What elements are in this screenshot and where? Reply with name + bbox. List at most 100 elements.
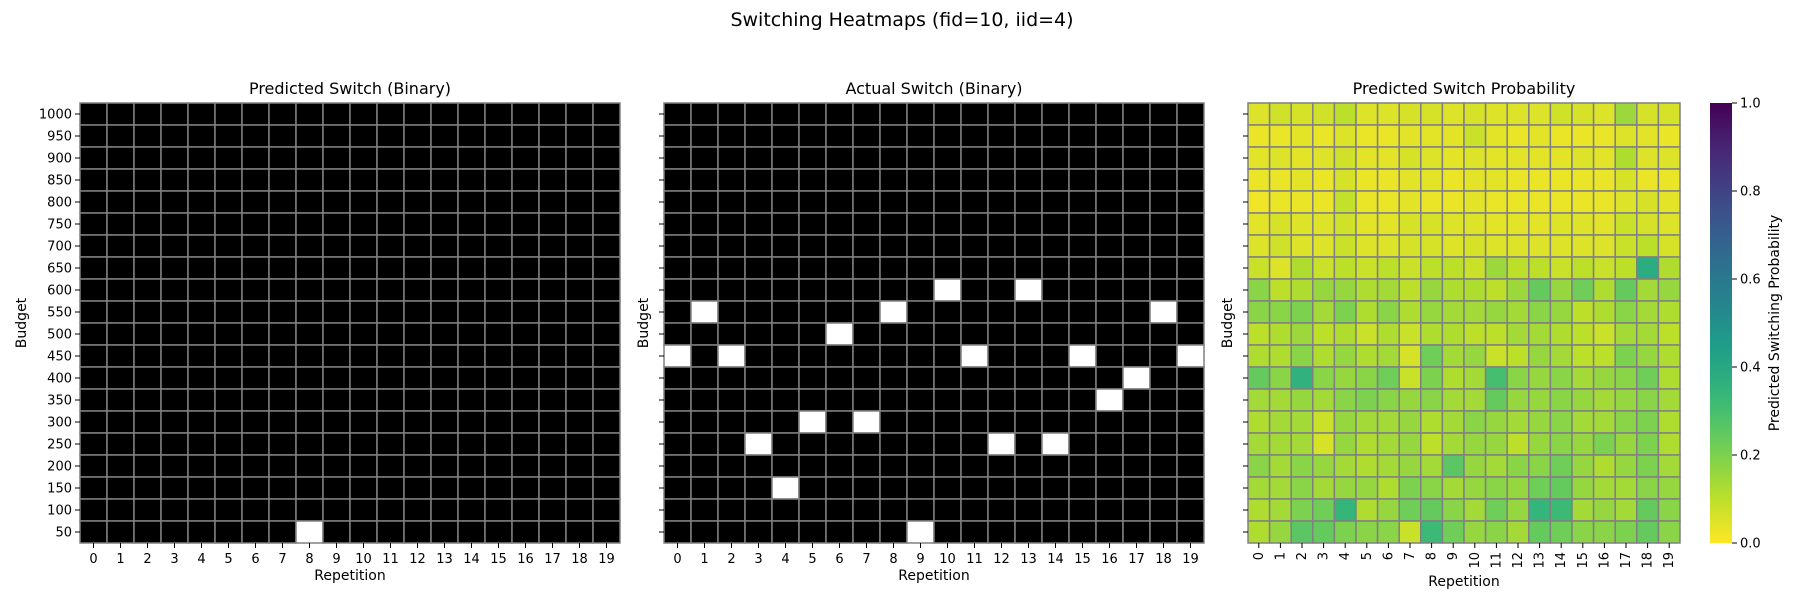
heatmap-cell: [852, 322, 881, 346]
heatmap-cell: [1355, 212, 1379, 236]
heatmap-cell: [906, 498, 935, 522]
heatmap-cell: [1592, 146, 1616, 170]
heatmap-cell: [1333, 300, 1357, 324]
heatmap-cell: [1506, 476, 1530, 500]
heatmap-cell: [663, 102, 692, 126]
heatmap-cell: [798, 520, 827, 544]
heatmap-cell: [187, 212, 216, 236]
heatmap-cell: [987, 168, 1016, 192]
heatmap-cell: [663, 410, 692, 434]
heatmap-cell: [1290, 300, 1314, 324]
heatmap-cell: [106, 278, 135, 302]
heatmap-cell: [1149, 322, 1178, 346]
heatmap-cell: [133, 256, 162, 280]
heatmap-cell: [798, 124, 827, 148]
heatmap-cell: [457, 168, 486, 192]
heatmap-cell: [241, 520, 270, 544]
heatmap-cell: [1041, 344, 1070, 368]
heatmap-cell: [1441, 278, 1465, 302]
heatmap-cell: [906, 278, 935, 302]
heatmap-cell: [106, 102, 135, 126]
heatmap-cell: [268, 454, 297, 478]
heatmap-cell: [933, 410, 962, 434]
x-tick-label: 13: [1533, 552, 1548, 569]
x-tick-label: 0: [673, 552, 681, 567]
heatmap-cell: [457, 146, 486, 170]
heatmap-cell: [1549, 344, 1573, 368]
heatmap-cell: [1398, 124, 1422, 148]
heatmap-cell: [1095, 432, 1124, 456]
heatmap-cell: [852, 366, 881, 390]
heatmap-cell: [133, 344, 162, 368]
heatmap-cell: [1068, 432, 1097, 456]
heatmap-cell: [457, 454, 486, 478]
heatmap-cell: [1484, 124, 1508, 148]
heatmap-cell: [1122, 454, 1151, 478]
heatmap-cell: [717, 234, 746, 258]
heatmap-cell: [717, 432, 746, 456]
heatmap-cell: [1528, 366, 1552, 390]
heatmap-cell: [79, 300, 108, 324]
heatmap-cell: [241, 278, 270, 302]
heatmap-cell: [1014, 102, 1043, 126]
heatmap-cell: [1549, 410, 1573, 434]
heatmap-cell: [1247, 366, 1271, 390]
x-tick-label: 14: [1047, 552, 1064, 567]
heatmap-cell: [1420, 476, 1444, 500]
heatmap-cell: [376, 454, 405, 478]
heatmap-cell: [1463, 212, 1487, 236]
heatmap-cell: [1549, 190, 1573, 214]
heatmap-cell: [1441, 256, 1465, 280]
heatmap-cell: [322, 322, 351, 346]
heatmap-cell: [852, 102, 881, 126]
heatmap-cell: [79, 388, 108, 412]
heatmap-cell: [430, 124, 459, 148]
heatmap-cell: [160, 300, 189, 324]
heatmap-cell: [565, 300, 594, 324]
heatmap-cell: [376, 344, 405, 368]
heatmap-cell: [1290, 498, 1314, 522]
heatmap-cell: [690, 410, 719, 434]
heatmap-cell: [1441, 322, 1465, 346]
heatmap-cell: [268, 102, 297, 126]
heatmap-cell: [1095, 520, 1124, 544]
heatmap-cell: [1095, 278, 1124, 302]
y-axis-label: Budget: [1220, 297, 1236, 348]
heatmap-cell: [592, 476, 621, 500]
x-tick-label: 6: [251, 552, 259, 567]
heatmap-cell: [430, 388, 459, 412]
heatmap-cell: [295, 366, 324, 390]
x-tick-label: 4: [781, 552, 789, 567]
x-tick-label: 10: [355, 552, 372, 567]
heatmap-cell: [1420, 520, 1444, 544]
heatmap-cell: [1657, 432, 1681, 456]
heatmap-cell: [933, 190, 962, 214]
heatmap-cell: [349, 520, 378, 544]
heatmap-cell: [1268, 278, 1292, 302]
heatmap-cell: [1355, 344, 1379, 368]
heatmap-cell: [349, 190, 378, 214]
heatmap-cell: [106, 344, 135, 368]
heatmap-cell: [1290, 454, 1314, 478]
heatmap-cell: [322, 300, 351, 324]
heatmap-cell: [906, 366, 935, 390]
heatmap-cell: [430, 146, 459, 170]
heatmap-cell: [511, 454, 540, 478]
heatmap-cell: [1355, 454, 1379, 478]
heatmap-cell: [1122, 388, 1151, 412]
heatmap-cell: [1571, 322, 1595, 346]
x-tick-label: 12: [409, 552, 426, 567]
heatmap-cell: [511, 256, 540, 280]
x-tick-label: 3: [170, 552, 178, 567]
heatmap-cell: [879, 498, 908, 522]
heatmap-cell: [349, 124, 378, 148]
x-tick-label: 6: [1381, 552, 1396, 560]
heatmap-cell: [538, 212, 567, 236]
heatmap-cell: [538, 366, 567, 390]
heatmap-cell: [133, 432, 162, 456]
heatmap-cell: [430, 476, 459, 500]
heatmap-panels: Predicted Switch (Binary)0 1 2 3 4 5 6 7 8 9 10 11 1…: [14, 79, 1681, 590]
heatmap-cell: [79, 366, 108, 390]
heatmap-cell: [1614, 278, 1638, 302]
heatmap-cell: [1657, 234, 1681, 258]
